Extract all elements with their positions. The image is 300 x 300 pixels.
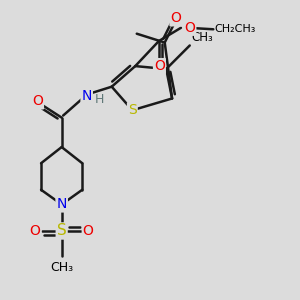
Text: S: S (57, 224, 67, 238)
Text: O: O (154, 59, 165, 73)
Text: N: N (56, 197, 67, 212)
Text: CH₃: CH₃ (191, 31, 213, 44)
Text: CH₂CH₃: CH₂CH₃ (215, 24, 256, 34)
Text: N: N (82, 88, 92, 103)
Text: O: O (184, 21, 195, 35)
Text: H: H (94, 93, 104, 106)
Text: O: O (170, 11, 181, 26)
Text: O: O (30, 224, 40, 238)
Text: CH₃: CH₃ (50, 261, 73, 274)
Text: S: S (128, 103, 137, 117)
Text: O: O (83, 224, 94, 238)
Text: O: O (32, 94, 43, 108)
